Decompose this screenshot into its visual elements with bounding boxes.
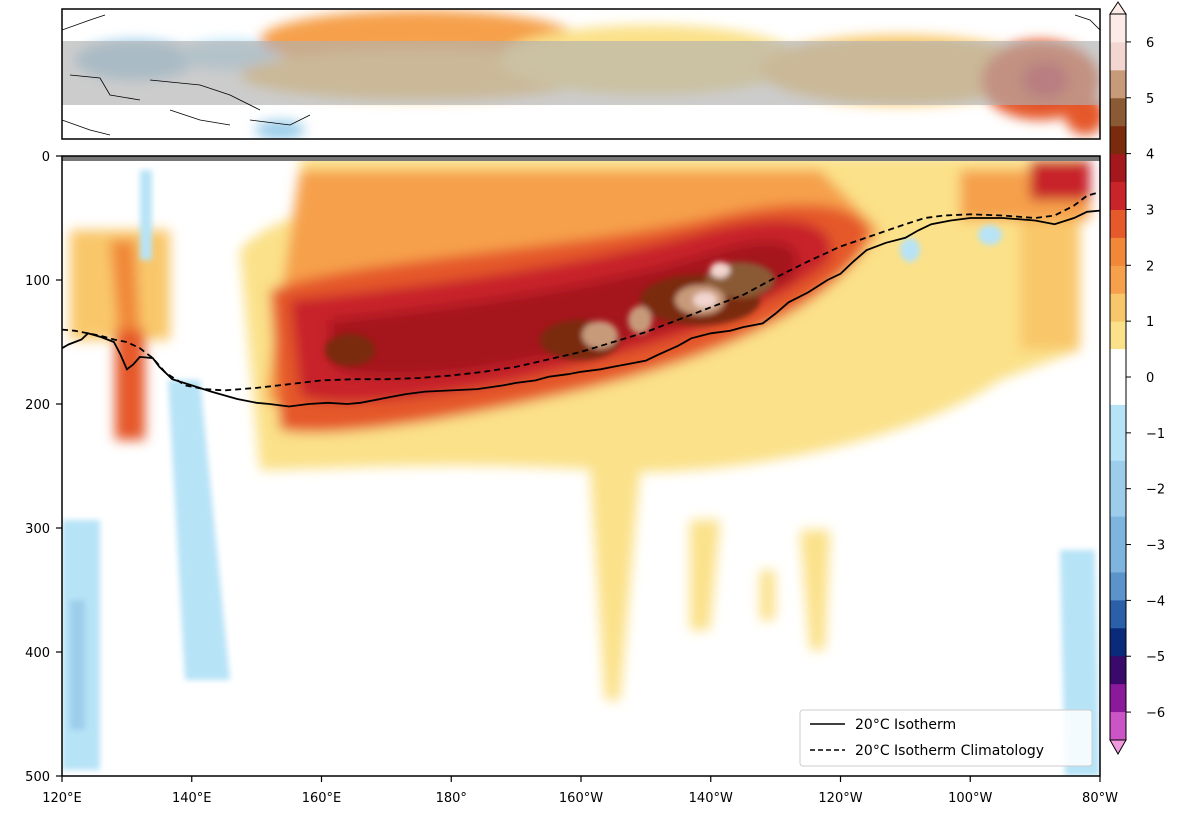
x-axis: 120°E 140°E 160°E 180° 160°W 140°W 120°W 100°W 8… [42, 776, 1118, 806]
legend: 20°C Isotherm 20°C Isotherm Climatology [799, 709, 1093, 767]
colorbar-tick-label: −3 [1146, 539, 1165, 554]
coastlines [62, 14, 1100, 136]
x-tick-label: 80°W [1082, 791, 1118, 806]
colorbar-band [1110, 153, 1126, 183]
colorbar-tick-label: −4 [1146, 594, 1165, 609]
x-tick-label: 140°W [689, 791, 733, 806]
colorbar-band [1110, 41, 1126, 71]
inset-map [62, 9, 1100, 139]
colorbar-tick-label: 0 [1146, 371, 1154, 386]
legend-label-climatology: 20°C Isotherm Climatology [855, 743, 1044, 759]
x-tick-label: 120°E [42, 791, 82, 806]
x-tick-label: 140°E [172, 791, 212, 806]
isotherm-lines [62, 191, 1100, 408]
colorbar-band [1110, 349, 1126, 405]
x-tick-label: 160°E [302, 791, 342, 806]
colorbar-band [1110, 460, 1126, 518]
colorbar-band [1110, 125, 1126, 155]
y-axis: 0 100 200 300 400 500 [25, 150, 62, 785]
colorbar-tick-label: 3 [1146, 203, 1154, 218]
colorbar-tick-label: −5 [1146, 650, 1165, 665]
colorbar-band [1110, 181, 1126, 210]
colorbar-tick-label: 5 [1146, 92, 1154, 107]
colorbar-tick-label: −2 [1146, 483, 1165, 498]
colorbar: 6 5 4 3 2 1 0 −1 −2 −3 −4 −5 −6 [1109, 1, 1165, 756]
colorbar-band [1110, 572, 1126, 601]
anomaly-field [62, 156, 1100, 776]
inset-map-frame [61, 8, 1101, 140]
colorbar-band [1110, 516, 1126, 573]
x-tick-label: 180° [436, 791, 467, 806]
y-tick-label: 300 [25, 522, 50, 537]
colorbar-band [1110, 404, 1126, 462]
colorbar-band [1110, 69, 1126, 99]
colorbar-band [1110, 628, 1126, 657]
colorbar-band [1110, 97, 1126, 127]
x-tick-label: 120°W [818, 791, 862, 806]
colorbar-tick-label: −6 [1146, 706, 1165, 721]
x-tick-label: 160°W [559, 791, 603, 806]
colorbar-band [1110, 684, 1126, 713]
averaging-band [62, 41, 1100, 105]
colorbar-band [1110, 14, 1126, 43]
colorbar-extend-max [1109, 1, 1127, 15]
y-tick-label: 0 [42, 150, 50, 165]
x-tick-label: 100°W [948, 791, 992, 806]
colorbar-tick-label: 1 [1146, 315, 1154, 330]
y-tick-label: 400 [25, 646, 50, 661]
y-tick-label: 500 [25, 770, 50, 785]
y-tick-label: 100 [25, 274, 50, 289]
colorbar-band [1110, 656, 1126, 685]
colorbar-band [1110, 237, 1126, 266]
colorbar-extend-min [1109, 739, 1127, 756]
colorbar-tick-label: 4 [1146, 148, 1154, 163]
colorbar-band [1110, 600, 1126, 629]
colorbar-band [1110, 265, 1126, 294]
y-tick-label: 200 [25, 398, 50, 413]
colorbar-tick-label: 6 [1146, 36, 1154, 51]
legend-label-isotherm: 20°C Isotherm [855, 717, 956, 733]
colorbar-band [1110, 321, 1126, 350]
colorbar-band [1110, 712, 1126, 741]
colorbar-band [1110, 209, 1126, 238]
colorbar-tick-label: −1 [1146, 427, 1165, 442]
colorbar-tick-label: 2 [1146, 259, 1154, 274]
colorbar-band [1110, 293, 1126, 322]
series-line-isotherm-climatology [62, 191, 1100, 392]
